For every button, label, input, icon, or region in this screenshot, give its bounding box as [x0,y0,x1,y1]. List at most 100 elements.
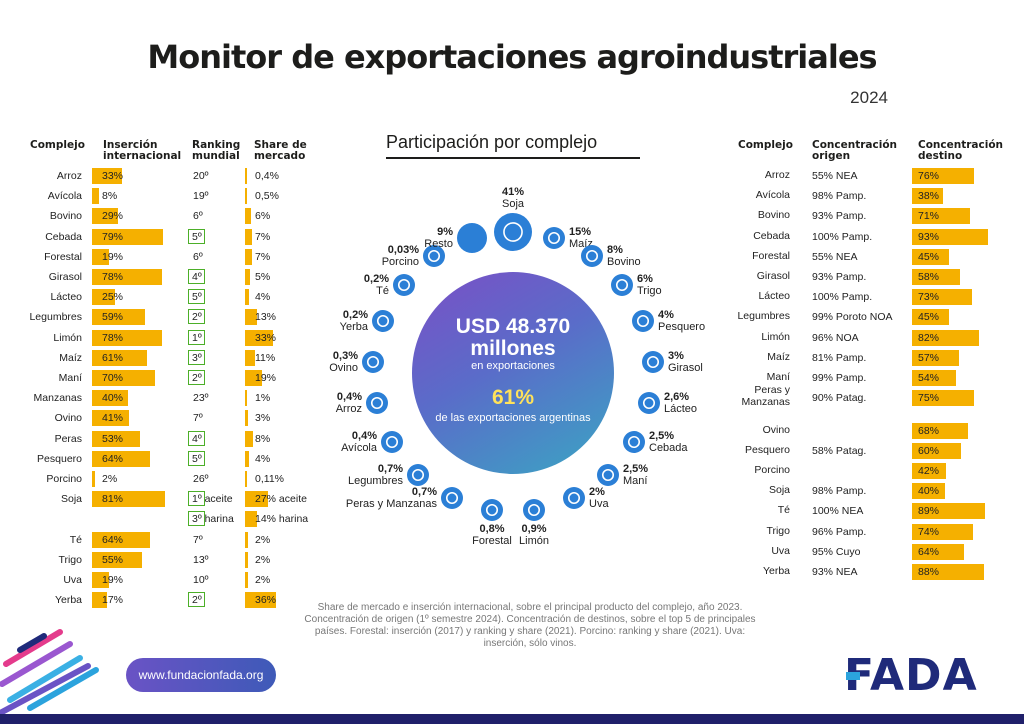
right-header-complejo: Complejo [738,139,793,151]
insercion-label: 19% [102,251,124,263]
milk-icon [638,392,660,414]
right-header-destino: Concentración destino [918,139,1004,162]
ranking-box [188,350,205,365]
rice-icon-glyph [370,396,384,410]
share-label: 36% [255,594,277,606]
share-label: 4% [255,291,271,303]
share-label: 5% [255,271,271,283]
participation-name: Pesquero [658,321,706,333]
row-name: Girasol [756,270,790,282]
soy-icon-glyph [503,222,523,242]
destino-bar [912,390,974,406]
destino-label: 71% [918,210,940,222]
origen-value: 100% Pamp. [812,291,873,303]
destino-bar [912,208,971,224]
peanut-icon [597,464,619,486]
participation-label: 0,4% Arroz [336,391,362,415]
share-bar [246,269,251,285]
share-bar [246,249,252,265]
insercion-bar [92,269,163,285]
insercion-label: 81% [102,493,124,505]
participation-pct: 0,8% [479,523,505,535]
insercion-label: 2% [102,473,118,485]
left-header-insercion: Inserción internacional [103,139,182,162]
share-bar [246,309,257,325]
insercion-bar [92,532,150,548]
origen-value: 96% Pamp. [812,526,867,538]
insercion-bar [92,390,128,406]
apple-icon-glyph [445,491,459,505]
share-label: 0,11% [255,473,284,485]
center-subtitle: en exportaciones [471,360,555,372]
brand-accent [846,672,860,680]
participation-name: Girasol [668,362,703,374]
share-label: 11% [255,352,276,364]
destino-bar [912,168,975,184]
ranking-value: 23º [193,392,209,404]
ranking-value: 5º [192,291,202,303]
participation-underline [386,157,640,159]
insercion-label: 41% [102,412,124,424]
destino-label: 42% [918,465,940,477]
participation-name: Avícola [341,442,377,454]
row-name: Pesquero [37,453,82,465]
participation-label: 2,6% Lácteo [664,391,697,415]
insercion-label: 33% [102,170,124,182]
share-label: 7% [255,251,271,263]
destino-label: 74% [918,526,940,538]
participation-label: 2,5% Maní [623,463,648,487]
left-header-ranking: Ranking mundial [192,139,241,162]
page-title: Monitor de exportaciones agroindustriale… [147,38,877,76]
destino-label: 88% [918,566,940,578]
ranking-value: 3º harina [192,513,234,525]
pig-icon [423,245,445,267]
destino-label: 54% [918,372,940,384]
destino-bar [912,503,985,519]
participation-pct: 3% [668,350,684,362]
row-name: Bovino [49,210,82,222]
participation-label: 0,2% Yerba [340,309,368,333]
share-label: 27% aceite [255,493,307,505]
participation-name: Ovino [329,362,358,374]
ranking-box [188,269,205,284]
origen-value: 93% Pamp. [812,271,867,283]
share-bar [246,330,274,346]
participation-label: 0,8% Forestal [442,523,542,547]
share-label: 2% [255,554,271,566]
participation-pct: 15% [569,226,592,238]
website-link[interactable]: www.fundacionfada.org [126,658,276,692]
ranking-box [188,289,205,304]
participation-name: Bovino [607,256,641,268]
destino-label: 45% [918,311,940,323]
share-label: 2% [255,534,271,546]
insercion-label: 78% [102,271,124,283]
destino-label: 45% [918,251,940,263]
participation-pct: 9% [437,226,453,238]
row-name: Avícola [47,190,82,202]
insercion-label: 55% [102,554,124,566]
ranking-value: 1º aceite [192,493,233,505]
share-bar [246,188,247,204]
ranking-box [188,330,205,345]
participation-pct: 6% [637,273,653,285]
destino-bar [912,188,944,204]
destino-label: 38% [918,190,940,202]
participation-name: Trigo [637,285,662,297]
destino-label: 68% [918,425,940,437]
insercion-label: 17% [102,594,124,606]
participation-name: Maní [623,475,648,487]
ranking-value: 1º [192,332,202,344]
share-label: 0,5% [255,190,279,202]
row-name: Legumbres [29,311,82,323]
share-label: 6% [255,210,271,222]
insercion-bar [92,289,115,305]
destino-bar [912,289,972,305]
apple-icon [441,487,463,509]
share-bar [246,390,247,406]
destino-bar [912,370,957,386]
insercion-label: 19% [102,574,124,586]
row-name: Uva [771,545,790,557]
pig-icon-glyph [427,249,441,263]
row-name: Cebada [753,230,790,242]
resto-node [457,223,487,253]
